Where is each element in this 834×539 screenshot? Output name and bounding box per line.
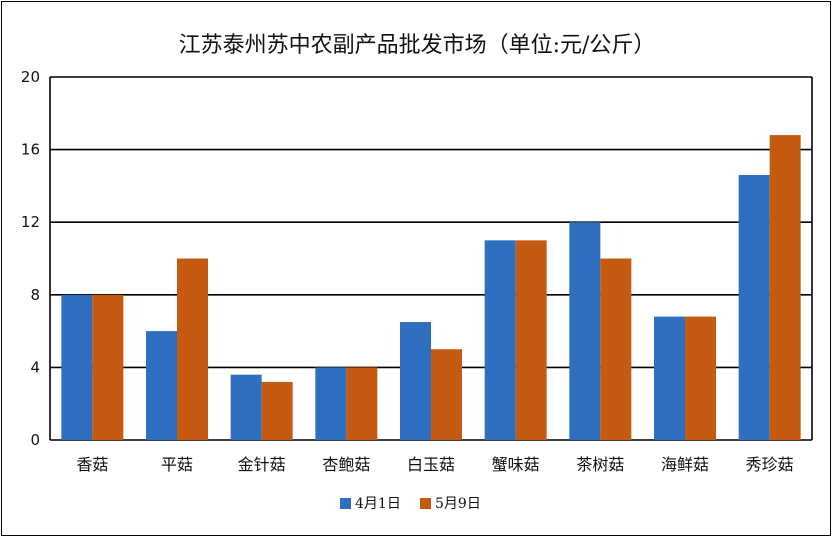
y-tick-label: 20 [21,68,40,86]
y-tick-label: 0 [30,431,40,449]
bar-2-6 [515,240,547,440]
legend-swatch-2 [420,498,431,509]
bar-2-8 [685,316,716,440]
bar-1-6 [484,240,516,440]
bar-1-2 [146,331,177,440]
x-category-label: 茶树菇 [576,455,624,474]
bar-1-4 [315,367,347,440]
y-tick-label: 12 [21,213,40,231]
chart-title: 江苏泰州苏中农副产品批发市场（单位:元/公斤） [179,33,656,58]
bar-2-5 [431,349,462,440]
bar-2-2 [177,258,208,440]
x-category-label: 平菇 [161,455,193,474]
bar-1-5 [400,322,431,440]
bar-1-1 [61,294,93,440]
legend-label-2: 5月9日 [435,496,481,512]
bar-1-8 [654,316,685,440]
x-category-label: 白玉菇 [407,455,455,474]
x-category-label: 香菇 [76,455,108,474]
bar-2-4 [346,367,378,440]
bar-2-7 [600,258,632,440]
legend-label-1: 4月1日 [355,496,401,512]
bar-1-3 [230,374,262,440]
y-tick-label: 16 [21,141,40,159]
bars-layer [61,135,801,440]
legend-swatch-1 [340,498,351,509]
x-category-label: 秀珍菇 [746,455,794,474]
y-tick-label: 8 [30,286,40,304]
bar-1-7 [569,222,601,440]
x-category-label: 杏鲍菇 [322,455,370,474]
legend: 4月1日 5月9日 [340,496,481,512]
bar-2-1 [92,294,124,440]
bar-2-3 [261,381,293,440]
bar-2-9 [769,135,801,440]
x-category-label: 海鲜菇 [661,455,709,474]
axis-layer: 0 4 8 12 16 20 香菇 平菇 金针菇 杏鲍菇 白玉菇 蟹味菇 茶树菇 海鲜菇 秀珍菇 [21,68,813,474]
y-tick-label: 4 [30,358,40,376]
bar-1-9 [738,175,770,440]
x-category-label: 金针菇 [238,455,286,474]
x-category-label: 蟹味菇 [492,455,540,474]
